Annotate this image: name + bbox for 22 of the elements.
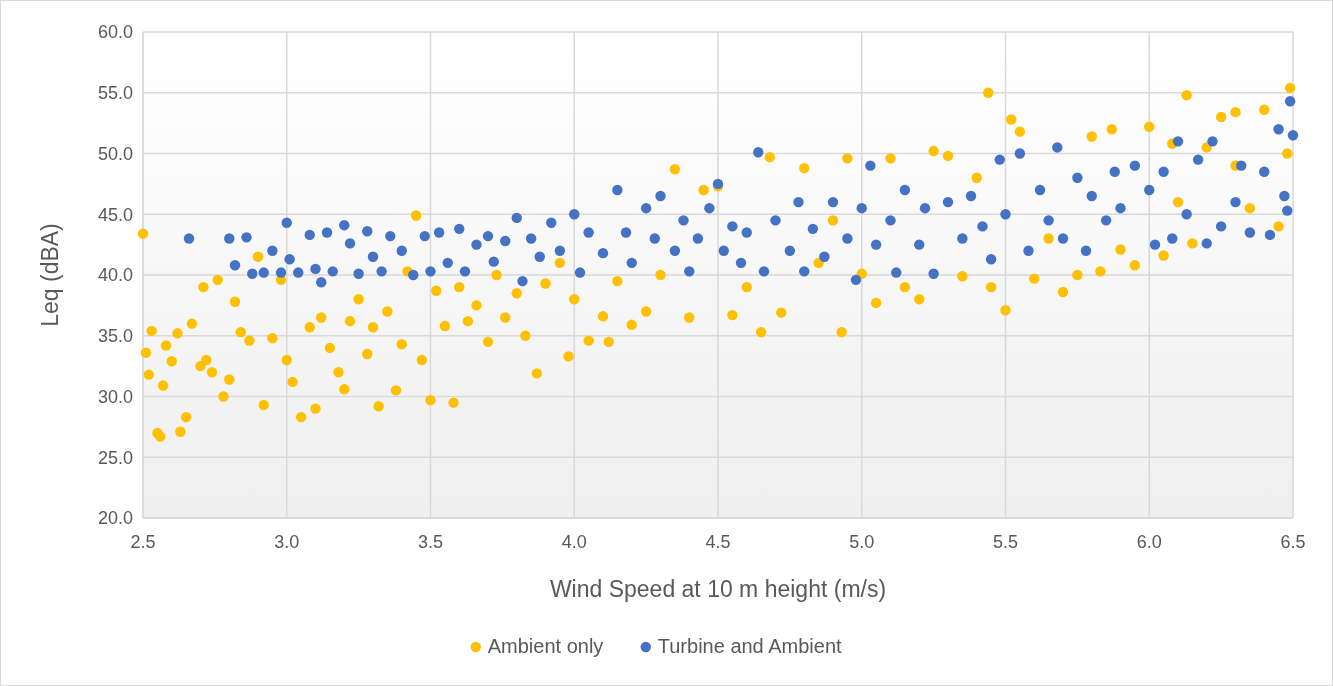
x-tick-label: 2.5	[130, 532, 156, 552]
x-tick-label: 6.5	[1280, 532, 1306, 552]
y-tick-label: 50.0	[97, 143, 133, 164]
y-tick-label: 55.0	[97, 83, 133, 104]
x-tick-label: 3.0	[274, 532, 300, 552]
y-tick-label: 40.0	[97, 265, 133, 286]
y-tick-label: 60.0	[97, 22, 133, 43]
y-tick-label: 20.0	[97, 508, 133, 529]
x-axis-title: Wind Speed at 10 m height (m/s)	[549, 576, 887, 602]
x-tick-label: 6.0	[1136, 532, 1162, 552]
legend-label: Ambient only	[487, 635, 604, 657]
x-tick-label: 4.5	[705, 532, 731, 552]
x-tick-label: 4.0	[561, 532, 587, 552]
y-tick-label: 25.0	[97, 447, 133, 468]
y-tick-label: 35.0	[97, 326, 133, 347]
x-tick-label: 5.5	[992, 532, 1019, 552]
y-tick-label: 45.0	[97, 204, 133, 225]
x-tick-label: 3.5	[417, 532, 444, 552]
x-tick-label: 5.0	[849, 532, 875, 552]
y-tick-label: 30.0	[97, 386, 133, 407]
legend-label: Turbine and Ambient	[657, 635, 843, 657]
y-axis-title: Leq (dBA)	[37, 223, 63, 327]
